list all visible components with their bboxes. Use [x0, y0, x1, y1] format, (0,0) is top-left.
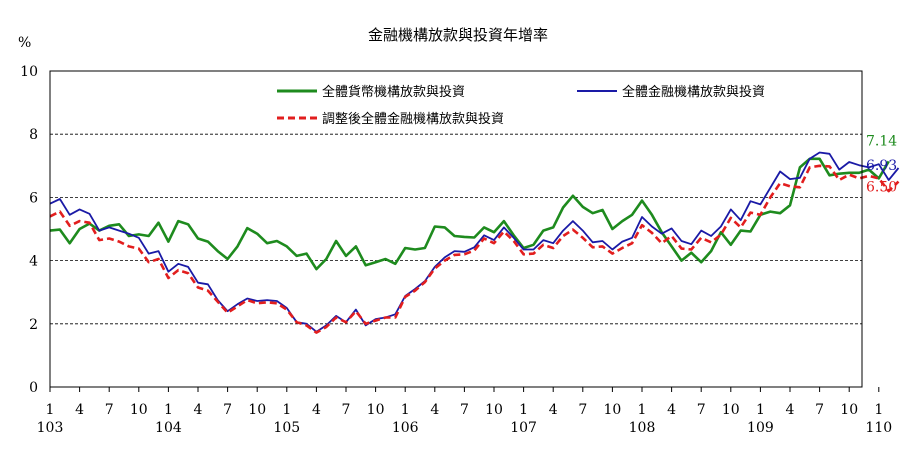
series-line-2 [49, 164, 900, 334]
x-tick-label: 4 [667, 402, 676, 418]
y-tick-2: 2 [29, 317, 38, 333]
legend: 全體貨幣機構放款與投資 全體金融機構放款與投資 調整後全體金融機構放款與投資 [277, 84, 765, 127]
x-tick-label: 10 [485, 402, 503, 418]
x-tick-label: 10 [248, 402, 266, 418]
legend-label-financial: 全體金融機構放款與投資 [622, 84, 765, 100]
y-tick-10: 10 [20, 64, 38, 80]
y-tick-6: 6 [29, 190, 38, 206]
x-tick-label: 10 [130, 402, 148, 418]
legend-label-adjusted: 調整後全體金融機構放款與投資 [322, 111, 504, 127]
x-tick-label: 7 [223, 402, 232, 418]
x-tick-label: 4 [312, 402, 321, 418]
x-tick-label: 7 [342, 402, 351, 418]
x-axis-ticks: 1 4 7 10 1 4 7 10 1 4 7 10 1 4 7 10 1 4 7 10 1 4 7 10 1 4 7 10 1 [46, 387, 883, 418]
end-label-0: 7.14 [866, 133, 897, 149]
chart-title: 金融機構放款與投資年增率 [368, 26, 548, 44]
legend-item-financial: 全體金融機構放款與投資 [577, 84, 765, 100]
x-tick-label: 1 [282, 402, 291, 418]
x-tick-label: 1 [401, 402, 410, 418]
legend-item-adjusted: 調整後全體金融機構放款與投資 [277, 111, 504, 127]
x-tick-label: 1 [756, 402, 765, 418]
x-year-label: 107 [510, 420, 537, 436]
end-labels: 7.14 6.93 6.50 [866, 133, 897, 195]
end-label-2: 6.50 [866, 180, 897, 196]
series-line-0 [49, 157, 890, 271]
x-year-label: 109 [747, 420, 774, 436]
x-tick-label: 10 [840, 402, 858, 418]
grid [50, 133, 862, 325]
x-tick-label: 7 [697, 402, 706, 418]
x-tick-label: 10 [603, 402, 621, 418]
x-tick-label: 4 [75, 402, 84, 418]
x-tick-label: 7 [578, 402, 587, 418]
plot-frame [49, 70, 863, 388]
x-axis-years: 103 104 105 106 107 108 109 110 [37, 420, 893, 436]
end-label-1: 6.93 [866, 158, 897, 174]
x-tick-label: 1 [519, 402, 528, 418]
x-tick-label: 4 [430, 402, 439, 418]
y-axis-unit: % [18, 35, 31, 51]
x-year-label: 106 [392, 420, 419, 436]
x-tick-label: 1 [46, 402, 55, 418]
x-tick-label: 1 [164, 402, 173, 418]
x-year-label: 108 [629, 420, 656, 436]
y-tick-4: 4 [29, 254, 38, 270]
x-year-label: 105 [273, 420, 300, 436]
x-tick-label: 1 [638, 402, 647, 418]
y-tick-8: 8 [29, 127, 38, 143]
x-year-label: 103 [37, 420, 64, 436]
x-tick-label: 4 [549, 402, 558, 418]
x-year-label: 104 [155, 420, 182, 436]
x-tick-label: 10 [722, 402, 740, 418]
x-tick-label: 1 [874, 402, 883, 418]
y-tick-0: 0 [29, 380, 38, 396]
x-tick-label: 7 [460, 402, 469, 418]
y-axis-ticks: 0 2 4 6 8 10 [20, 64, 38, 396]
x-year-label: 110 [865, 420, 892, 436]
x-tick-label: 7 [105, 402, 114, 418]
legend-label-monetary: 全體貨幣機構放款與投資 [322, 84, 465, 100]
legend-item-monetary: 全體貨幣機構放款與投資 [277, 84, 465, 100]
x-tick-label: 4 [194, 402, 203, 418]
x-tick-label: 10 [367, 402, 385, 418]
series-line-1 [49, 151, 900, 333]
x-tick-label: 4 [786, 402, 795, 418]
x-tick-label: 7 [815, 402, 824, 418]
series-lines [49, 151, 900, 334]
